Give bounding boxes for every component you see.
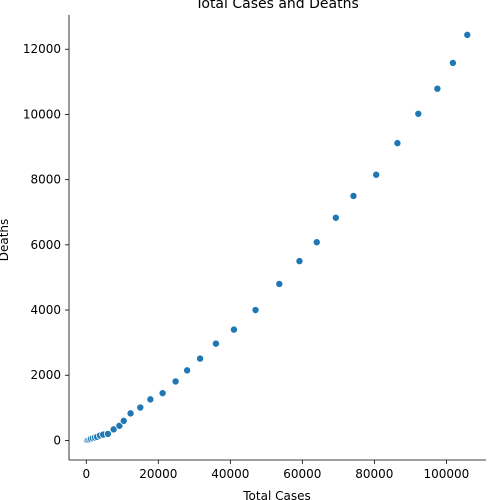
data-point xyxy=(119,416,128,425)
data-point xyxy=(463,30,472,39)
data-point xyxy=(331,213,340,222)
data-point xyxy=(448,58,457,67)
x-tick-label: 80000 xyxy=(355,467,393,481)
data-point xyxy=(183,366,192,375)
x-tick-label: 0 xyxy=(82,467,90,481)
data-point xyxy=(372,170,381,179)
data-point xyxy=(251,306,260,315)
data-point xyxy=(171,377,180,386)
data-point xyxy=(295,257,304,266)
data-points xyxy=(82,30,472,445)
data-point xyxy=(196,354,205,363)
data-point xyxy=(433,84,442,93)
data-point xyxy=(158,389,167,398)
x-tick-label: 40000 xyxy=(211,467,249,481)
y-tick-label: 2000 xyxy=(30,368,61,382)
data-point xyxy=(275,279,284,288)
x-tick-label: 20000 xyxy=(139,467,177,481)
chart-title: Total Cases and Deaths xyxy=(194,0,359,12)
y-tick-label: 8000 xyxy=(30,173,61,187)
data-point xyxy=(211,339,220,348)
data-point xyxy=(229,325,238,334)
x-tick-label: 100000 xyxy=(423,467,469,481)
data-point xyxy=(103,429,112,438)
y-tick-label: 10000 xyxy=(23,107,61,121)
x-ticks: 0 20000 40000 60000 80000 100000 xyxy=(82,460,469,481)
data-point xyxy=(414,109,423,118)
data-point xyxy=(393,139,402,148)
y-tick-label: 4000 xyxy=(30,303,61,317)
y-tick-label: 6000 xyxy=(30,238,61,252)
y-tick-label: 12000 xyxy=(23,42,61,56)
y-axis-title: Deaths xyxy=(0,219,11,262)
data-point xyxy=(126,409,135,418)
data-point xyxy=(312,238,321,247)
y-tick-label: 0 xyxy=(53,433,61,447)
x-axis-title: Total Cases xyxy=(242,489,310,500)
data-point xyxy=(136,403,145,412)
x-tick-label: 60000 xyxy=(283,467,321,481)
data-point xyxy=(146,395,155,404)
data-point xyxy=(349,191,358,200)
y-ticks: 0 2000 4000 6000 8000 10000 12000 xyxy=(23,42,69,447)
data-point xyxy=(109,425,118,434)
